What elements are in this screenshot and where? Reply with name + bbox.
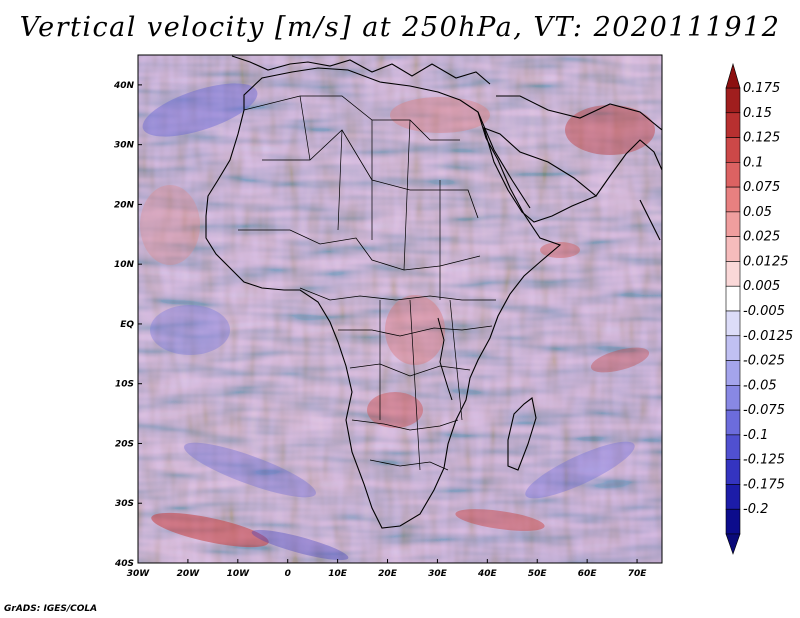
ascent-patches: [140, 97, 655, 548]
colorbar-segment: [725, 162, 741, 188]
colorbar-label: -0.025: [743, 354, 785, 369]
longitude-label: 10W: [227, 569, 251, 579]
colorbar-segment: [725, 236, 741, 262]
longitude-label: 0: [285, 569, 291, 579]
colorbar-segment: [725, 112, 741, 138]
colorbar-segment: [725, 484, 741, 510]
colorbar-label: 0.005: [743, 279, 780, 294]
colorbar-segment: [725, 211, 741, 237]
latitude-label: 10S: [115, 380, 134, 390]
colorbar-label: -0.05: [743, 378, 777, 393]
latitude-label: EQ: [120, 320, 134, 330]
colorbar-label: -0.075: [743, 403, 785, 418]
colorbar-label: -0.125: [743, 453, 785, 468]
colorbar-segment: [725, 434, 741, 460]
colorbar-label: 0.175: [743, 81, 780, 96]
colorbar-segment: [725, 459, 741, 485]
colorbar-label: 0.1: [743, 155, 764, 170]
longitude-axis: 30W 20W 10W 0 10E 20E 30E 40E 50E 60E 70E: [127, 559, 647, 579]
colorbar-label: 0.05: [743, 205, 772, 220]
longitude-label: 20W: [177, 569, 201, 579]
colorbar-label: -0.175: [743, 477, 785, 492]
colorbar-label: 0.15: [743, 106, 772, 121]
map-title: Vertical velocity [m/s] at 250hPa, VT: 2…: [19, 12, 781, 43]
colorbar-segment: [725, 409, 741, 436]
colorbar-label: -0.1: [743, 428, 768, 443]
longitude-label: 70E: [628, 569, 648, 579]
colorbar-segment: [725, 385, 741, 411]
vertical-velocity-field: [138, 55, 662, 563]
colorbar-segment: [725, 335, 741, 361]
colorbar-segment: [725, 261, 741, 287]
latitude-label: 10N: [114, 260, 135, 270]
colorbar: 0.175 0.15 0.125 0.1 0.075 0.05 0.025 0.0125 0.0…: [725, 62, 793, 555]
latitude-label: 40S: [114, 559, 134, 569]
colorbar-label: -0.0125: [743, 329, 793, 344]
map-figure: 40N 30N 20N 10N EQ 10S 20S 30S 40S 30W 20W 10W 0 10E…: [113, 54, 793, 579]
longitude-label: 30W: [127, 569, 151, 579]
longitude-label: 20E: [378, 569, 398, 579]
latitude-label: 40N: [113, 81, 135, 91]
colorbar-segment: [725, 87, 741, 114]
colorbar-label: 0.075: [743, 180, 780, 195]
colorbar-segment: [725, 285, 741, 312]
colorbar-max-arrow: [725, 62, 741, 89]
map-frame: [137, 54, 663, 564]
latitude-label: 30S: [115, 499, 134, 509]
colorbar-label: 0.125: [743, 131, 780, 146]
latitude-label: 20S: [115, 439, 134, 449]
longitude-label: 40E: [477, 569, 498, 579]
colorbar-segment: [725, 508, 741, 535]
colorbar-segment: [725, 137, 741, 163]
latitude-axis: 40N 30N 20N 10N EQ 10S 20S 30S 40S: [113, 81, 142, 569]
latitude-label: 20N: [114, 200, 135, 210]
longitude-label: 50E: [528, 569, 548, 579]
colorbar-segment: [725, 186, 741, 213]
descent-patches: [142, 83, 635, 561]
colorbar-min-arrow: [725, 533, 741, 555]
longitude-label: 60E: [578, 569, 598, 579]
colorbar-segment: [725, 360, 741, 386]
longitude-label: 30E: [428, 569, 448, 579]
colorbar-label: 0.0125: [743, 254, 789, 269]
latitude-label: 30N: [114, 141, 135, 151]
colorbar-label: -0.2: [743, 502, 768, 517]
coastlines: [205, 55, 662, 529]
colorbar-label: 0.025: [743, 230, 780, 245]
colorbar-label: -0.005: [743, 304, 785, 319]
credit-label: GrADS: IGES/COLA: [4, 604, 98, 614]
longitude-label: 10E: [328, 569, 348, 579]
colorbar-segment: [725, 310, 741, 337]
